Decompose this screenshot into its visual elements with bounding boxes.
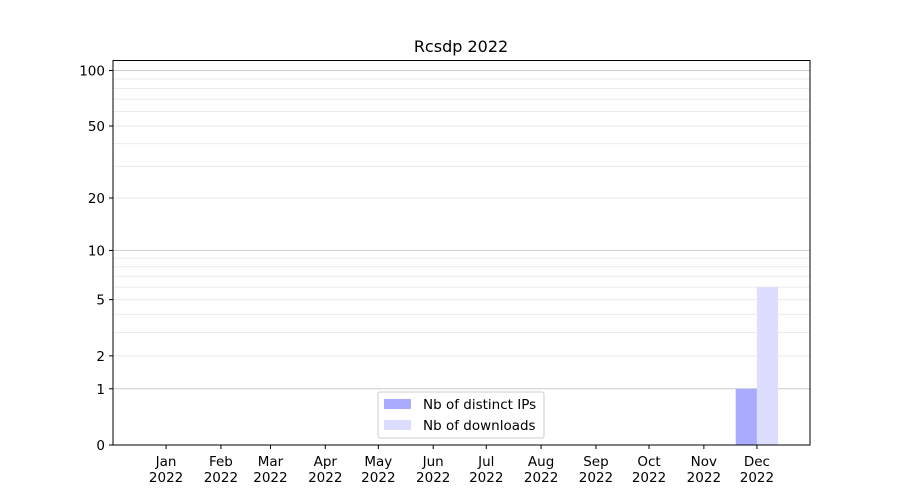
x-tick-label: 2022 bbox=[204, 470, 238, 486]
legend-swatch-downloads bbox=[384, 420, 411, 430]
chart-title: Rcsdp 2022 bbox=[414, 37, 508, 56]
x-tick-label: Apr bbox=[314, 454, 338, 470]
x-tick-label: Jul bbox=[477, 454, 494, 470]
y-tick-label: 5 bbox=[96, 293, 105, 309]
grid bbox=[113, 70, 810, 390]
x-tick-label: Mar bbox=[258, 454, 284, 470]
x-tick-label: Jun bbox=[422, 454, 444, 470]
legend: Nb of distinct IPs Nb of downloads bbox=[377, 391, 545, 439]
x-tick-label: Dec bbox=[744, 454, 770, 470]
x-tick-label: 2022 bbox=[308, 470, 342, 486]
x-tick-label: Jan bbox=[155, 454, 177, 470]
x-tick-label: Oct bbox=[637, 454, 660, 470]
x-tick-label: 2022 bbox=[361, 470, 395, 486]
x-tick-label: 2022 bbox=[740, 470, 774, 486]
x-tick-label: 2022 bbox=[469, 470, 503, 486]
legend-box bbox=[377, 391, 545, 439]
x-tick-label: Feb bbox=[209, 454, 233, 470]
x-tick-label: May bbox=[364, 454, 392, 470]
legend-label-downloads: Nb of downloads bbox=[423, 418, 536, 434]
x-tick-label: 2022 bbox=[416, 470, 450, 486]
x-tick-label: 2022 bbox=[253, 470, 287, 486]
plot-frame bbox=[112, 60, 811, 446]
legend-swatch-distinct-ips bbox=[384, 399, 411, 409]
x-tick-label: 2022 bbox=[687, 470, 721, 486]
bar-nb-of-distinct-ips bbox=[735, 388, 757, 445]
x-tick-label: 2022 bbox=[632, 470, 666, 486]
y-tick-label: 100 bbox=[79, 64, 105, 80]
x-axis: Jan2022Feb2022Mar2022Apr2022May2022Jun20… bbox=[149, 445, 774, 486]
y-tick-label: 50 bbox=[88, 119, 105, 135]
y-tick-label: 0 bbox=[96, 438, 105, 454]
x-tick-label: 2022 bbox=[524, 470, 558, 486]
x-tick-label: 2022 bbox=[579, 470, 613, 486]
y-axis: 0 1 2 5 10 20 50 100 bbox=[79, 64, 113, 454]
legend-label-distinct-ips: Nb of distinct IPs bbox=[423, 397, 536, 413]
x-tick-label: Sep bbox=[583, 454, 608, 470]
y-tick-label: 20 bbox=[88, 191, 105, 207]
x-tick-label: Nov bbox=[691, 454, 717, 470]
y-tick-label: 1 bbox=[96, 382, 105, 398]
bar-nb-of-downloads bbox=[756, 287, 779, 445]
y-tick-label: 10 bbox=[88, 243, 105, 259]
x-tick-label: Aug bbox=[528, 454, 554, 470]
x-tick-label: 2022 bbox=[149, 470, 183, 486]
y-tick-label: 2 bbox=[96, 349, 105, 365]
bars bbox=[735, 287, 779, 445]
